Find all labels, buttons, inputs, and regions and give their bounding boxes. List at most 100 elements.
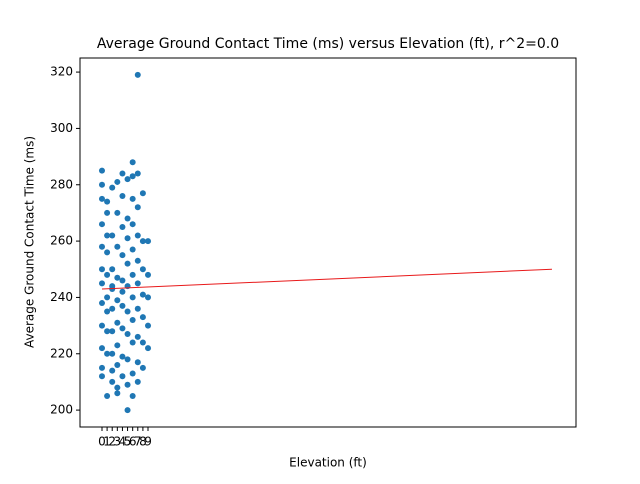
point <box>129 370 136 377</box>
point <box>119 224 126 231</box>
point <box>124 235 131 242</box>
point <box>129 195 136 202</box>
point <box>98 364 105 371</box>
point <box>104 393 111 400</box>
x-tick-label: 6 <box>129 435 137 449</box>
x-tick-label: 5 <box>124 435 132 449</box>
point <box>145 345 152 352</box>
point <box>98 280 105 287</box>
point <box>114 209 121 216</box>
point <box>109 283 116 290</box>
point <box>124 381 131 388</box>
y-axis-label: Average Ground Contact Time (ms) <box>23 136 37 348</box>
x-axis-label: Elevation (ft) <box>289 456 367 470</box>
x-tick-label: 0 <box>98 435 106 449</box>
point <box>114 319 121 326</box>
point <box>134 333 141 340</box>
point <box>139 364 146 371</box>
x-tick-label: 1 <box>103 435 111 449</box>
point <box>114 384 121 391</box>
point <box>134 359 141 366</box>
point <box>104 328 111 335</box>
x-tick-label: 4 <box>119 435 127 449</box>
point <box>119 193 126 200</box>
point <box>119 252 126 259</box>
point <box>119 170 126 177</box>
point <box>109 350 116 357</box>
point <box>139 339 146 346</box>
x-tick-label: 7 <box>134 435 142 449</box>
point <box>129 316 136 323</box>
point <box>129 393 136 400</box>
point <box>109 378 116 385</box>
point <box>139 238 146 245</box>
point <box>114 390 121 397</box>
point <box>129 159 136 166</box>
point <box>104 350 111 357</box>
plot-frame <box>79 57 577 428</box>
point <box>114 178 121 185</box>
point <box>129 246 136 253</box>
point <box>114 243 121 250</box>
point <box>129 339 136 346</box>
point <box>109 305 116 312</box>
point <box>114 362 121 369</box>
y-tick-label: 300 <box>50 121 73 135</box>
point <box>109 367 116 374</box>
point <box>129 294 136 301</box>
x-tick-label: 2 <box>108 435 116 449</box>
point <box>139 190 146 197</box>
point <box>119 353 126 360</box>
point <box>134 305 141 312</box>
point <box>104 232 111 239</box>
point <box>145 238 152 245</box>
point <box>134 280 141 287</box>
point <box>134 257 141 264</box>
point <box>134 378 141 385</box>
point <box>119 302 126 309</box>
point <box>98 243 105 250</box>
point <box>134 170 141 177</box>
point <box>124 331 131 338</box>
point <box>98 167 105 174</box>
point <box>98 300 105 307</box>
point <box>98 181 105 188</box>
point <box>129 271 136 278</box>
point <box>104 209 111 216</box>
point <box>98 266 105 273</box>
point <box>145 322 152 329</box>
point <box>134 232 141 239</box>
point <box>98 195 105 202</box>
point <box>145 294 152 301</box>
point <box>134 204 141 211</box>
point <box>129 173 136 180</box>
point <box>98 322 105 329</box>
point <box>98 221 105 228</box>
point <box>98 345 105 352</box>
point <box>109 328 116 335</box>
y-tick-label: 240 <box>50 290 73 304</box>
point <box>104 294 111 301</box>
point <box>124 176 131 183</box>
point <box>109 232 116 239</box>
fit-line <box>101 268 552 290</box>
point <box>124 407 131 414</box>
point <box>124 215 131 222</box>
point <box>145 271 152 278</box>
point <box>104 271 111 278</box>
y-tick-label: 280 <box>50 177 73 191</box>
point <box>119 288 126 295</box>
point <box>104 249 111 256</box>
point <box>104 198 111 205</box>
point <box>109 184 116 191</box>
point <box>124 356 131 363</box>
point <box>114 297 121 304</box>
point <box>124 260 131 267</box>
point <box>139 314 146 321</box>
point <box>139 291 146 298</box>
x-tick-label: 8 <box>139 435 147 449</box>
point <box>104 308 111 315</box>
y-tick-label: 200 <box>50 403 73 417</box>
point <box>119 277 126 284</box>
